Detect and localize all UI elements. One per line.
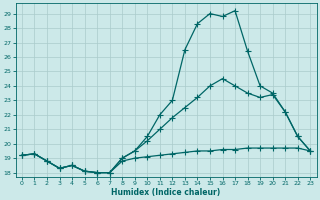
X-axis label: Humidex (Indice chaleur): Humidex (Indice chaleur) bbox=[111, 188, 221, 197]
